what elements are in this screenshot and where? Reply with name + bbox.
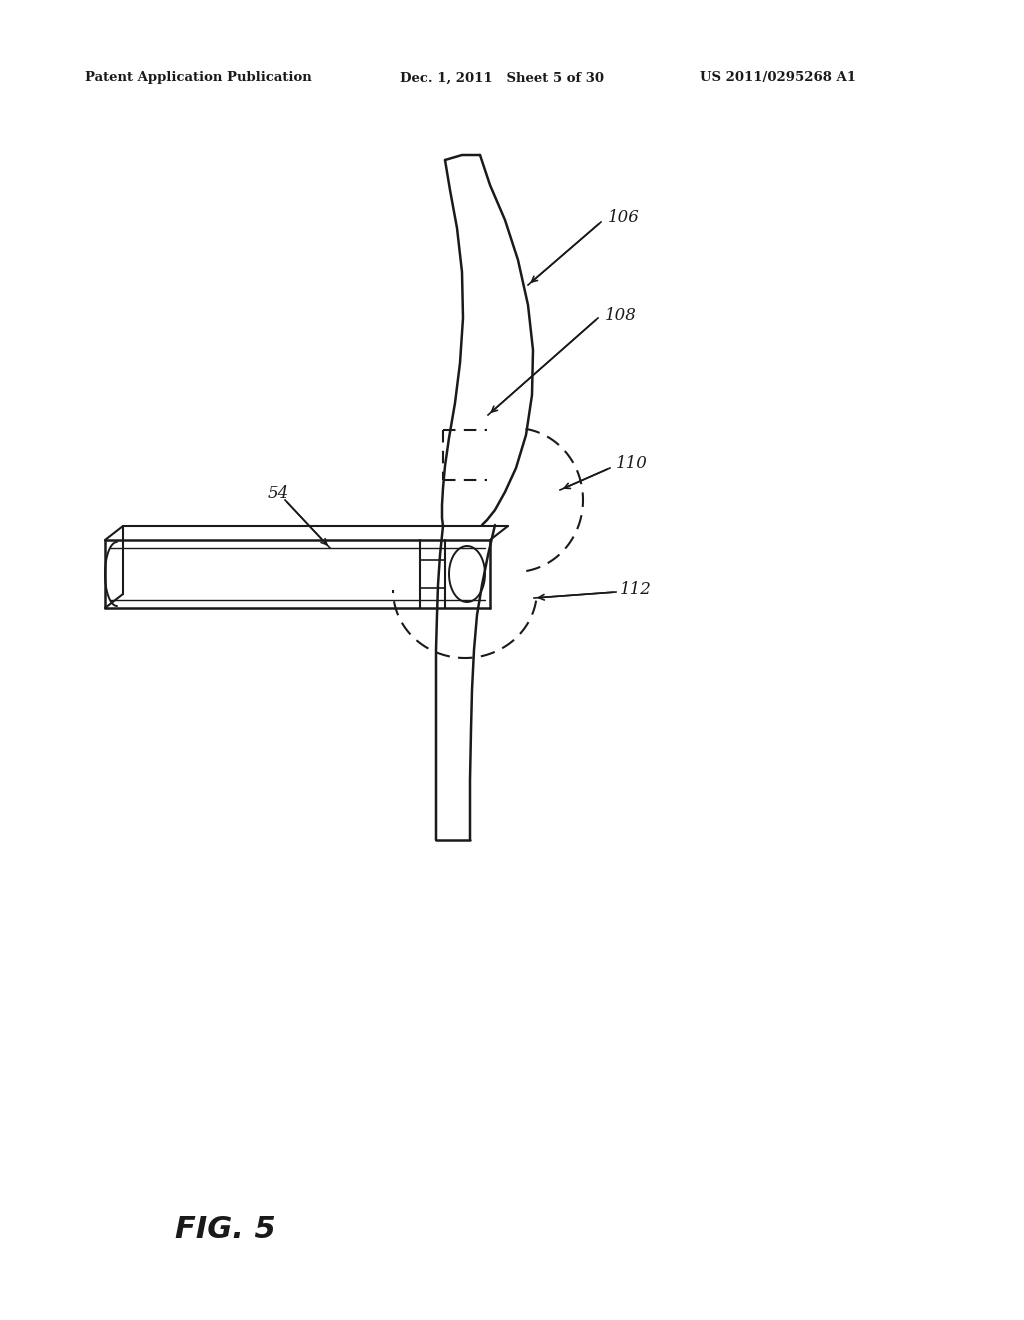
Text: FIG. 5: FIG. 5 (175, 1214, 275, 1243)
Text: Dec. 1, 2011   Sheet 5 of 30: Dec. 1, 2011 Sheet 5 of 30 (400, 71, 604, 84)
Text: 106: 106 (608, 210, 640, 227)
Text: 108: 108 (605, 306, 637, 323)
Text: US 2011/0295268 A1: US 2011/0295268 A1 (700, 71, 856, 84)
Text: 112: 112 (620, 582, 652, 598)
Text: Patent Application Publication: Patent Application Publication (85, 71, 311, 84)
Text: 54: 54 (268, 486, 289, 503)
Text: 110: 110 (616, 455, 648, 473)
